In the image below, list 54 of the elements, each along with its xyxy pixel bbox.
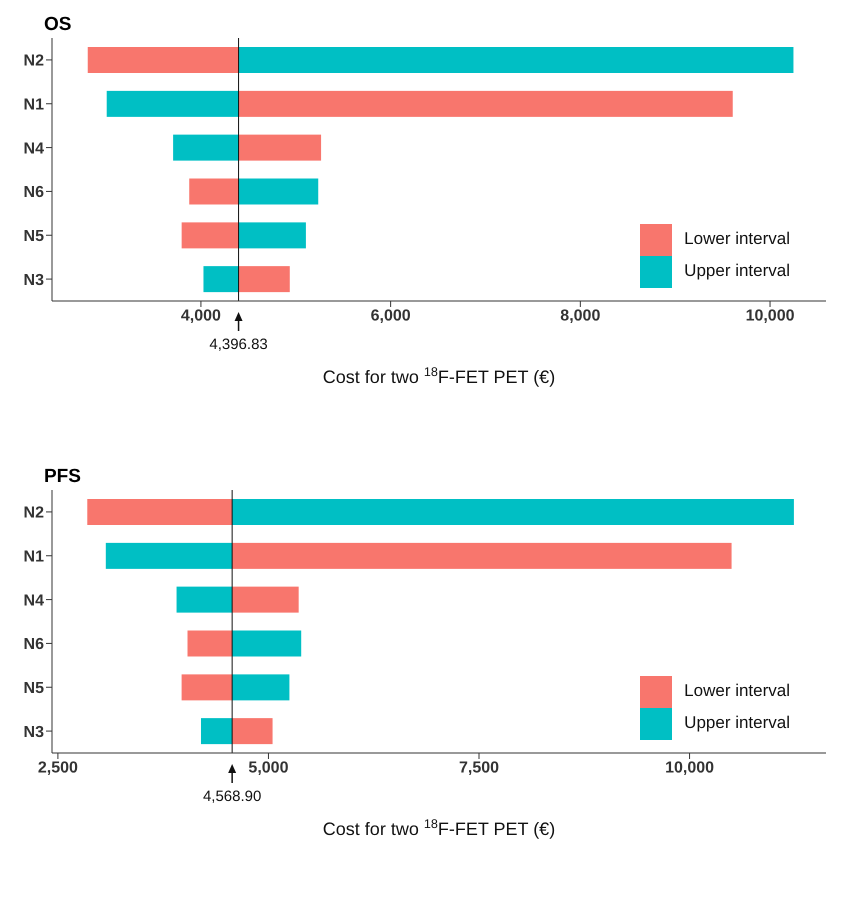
chart-title: OS — [44, 14, 72, 36]
bar — [200, 718, 232, 744]
legend-label: Upper interval — [684, 261, 790, 280]
bar — [238, 266, 290, 292]
bar — [232, 674, 290, 700]
chart-title: PFS — [44, 466, 81, 488]
bar — [232, 630, 302, 656]
bar — [238, 134, 322, 161]
y-tick-label: N4 — [24, 140, 44, 158]
x-tick-label: 10,000 — [746, 307, 795, 324]
y-tick-label: N6 — [24, 636, 44, 654]
bar — [238, 178, 318, 204]
y-tick-label: N5 — [24, 228, 44, 245]
bar — [176, 586, 232, 613]
y-tick-label: N3 — [24, 724, 44, 741]
x-tick-label: 8,000 — [560, 307, 600, 324]
y-tick-label: N6 — [24, 184, 44, 202]
bar — [189, 178, 239, 204]
bar — [238, 47, 794, 73]
x-tick-label: 5,000 — [248, 759, 289, 776]
bar — [232, 542, 732, 569]
ref-line-label: 4,568.90 — [202, 788, 262, 805]
bar — [238, 222, 306, 248]
bar — [106, 542, 232, 569]
x-tick-label: 2,500 — [38, 759, 78, 776]
x-tick-label: 6,000 — [370, 307, 411, 324]
bar — [88, 47, 239, 73]
ref-line-label: 4,396.83 — [209, 336, 268, 353]
x-axis-title: Cost for two $^{18}$F-FET PET (€) — [322, 817, 556, 839]
x-tick-label: 7,500 — [458, 759, 500, 776]
x-tick-label: 10,000 — [665, 759, 714, 776]
bar — [203, 266, 239, 292]
legend-label: Lower interval — [684, 681, 790, 700]
bar — [232, 718, 273, 744]
y-tick-label: N1 — [24, 548, 44, 566]
legend-label: Lower interval — [684, 229, 790, 248]
x-axis-title: Cost for two $^{18}$F-FET PET (€) — [322, 365, 556, 387]
y-tick-label: N3 — [24, 272, 44, 289]
y-tick-label: N5 — [24, 680, 44, 697]
bar — [106, 90, 239, 117]
y-tick-label: N2 — [24, 504, 44, 522]
x-tick-label: 4,000 — [180, 307, 222, 324]
bar — [238, 90, 733, 117]
bar — [173, 134, 239, 161]
bar — [182, 222, 239, 248]
y-tick-label: N2 — [24, 52, 44, 70]
bar — [182, 674, 232, 700]
bar — [232, 499, 794, 525]
legend-label: Upper interval — [684, 713, 790, 732]
y-tick-label: N1 — [24, 96, 44, 114]
bar — [188, 630, 232, 656]
y-tick-label: N4 — [24, 592, 44, 610]
bar — [232, 586, 299, 613]
bar — [87, 499, 232, 525]
